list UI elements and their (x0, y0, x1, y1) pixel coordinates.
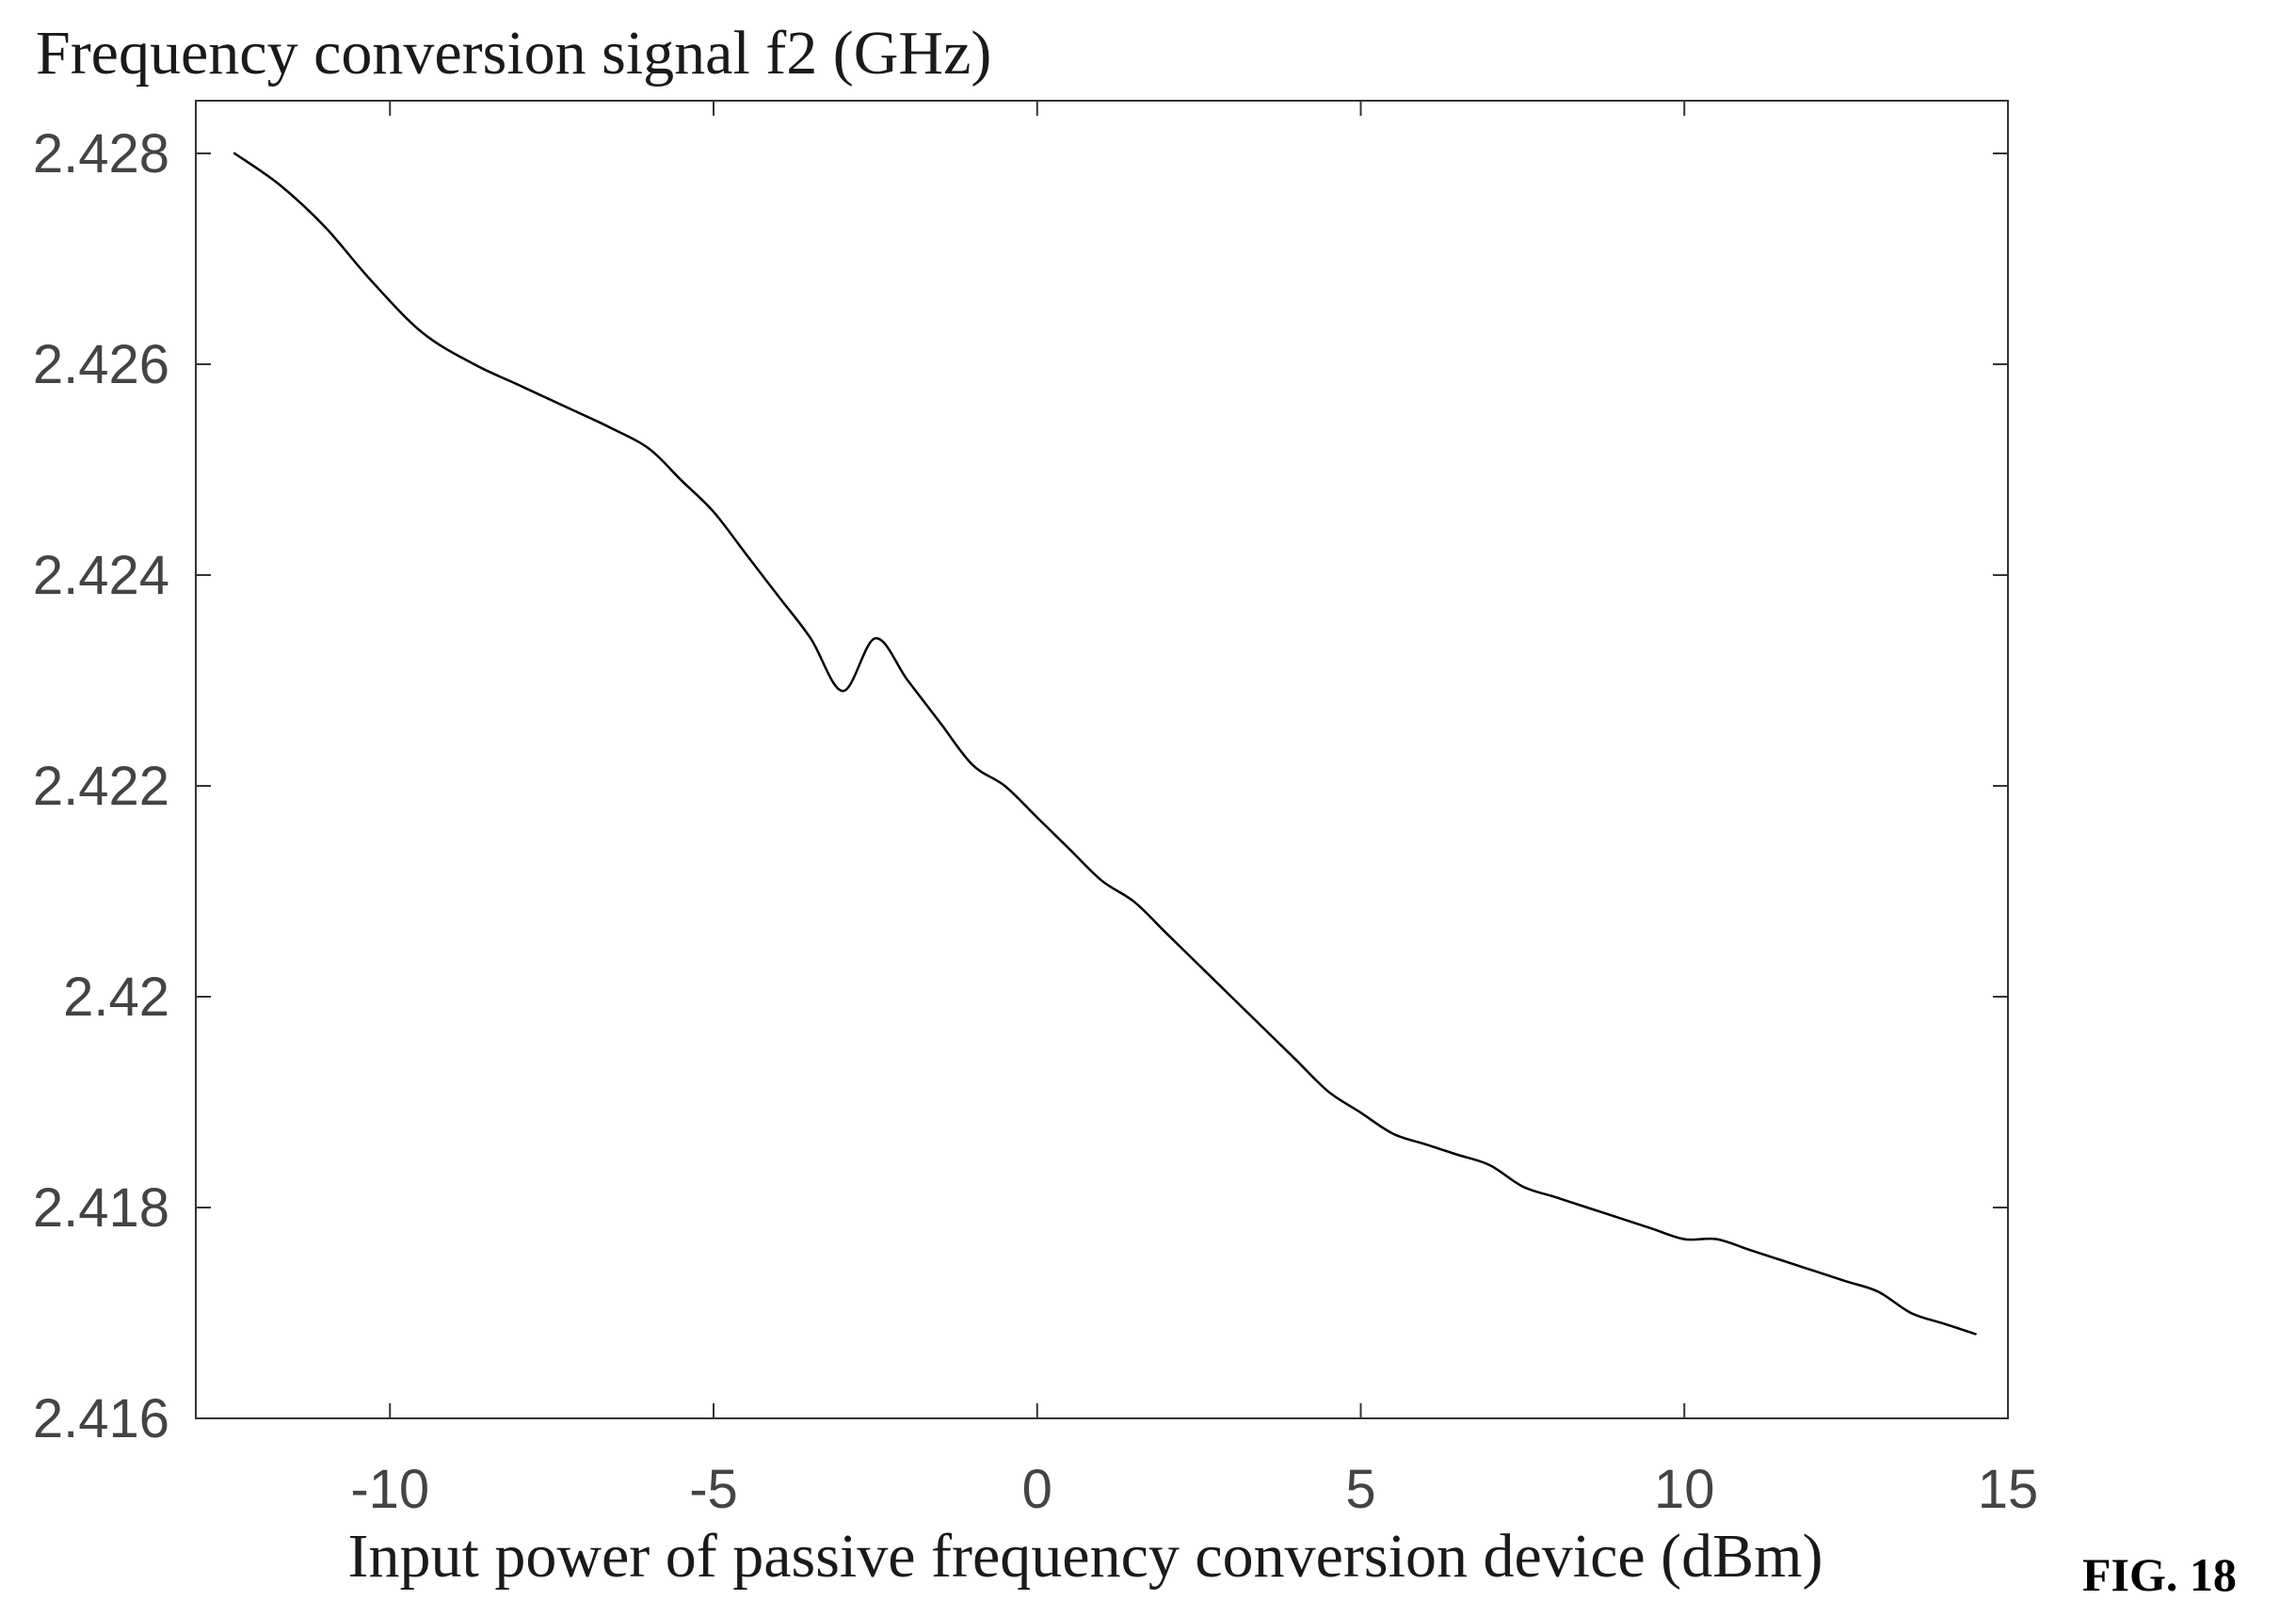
y-tick-label: 2.422 (33, 756, 169, 817)
figure-label: FIG. 18 (2082, 1548, 2237, 1601)
y-axis-label: Frequency conversion signal f2 (GHz) (36, 19, 991, 88)
x-tick-label: -5 (689, 1459, 738, 1520)
y-tick-label: 2.42 (63, 967, 169, 1028)
x-tick-label: 10 (1654, 1459, 1715, 1520)
x-tick-label: 15 (1978, 1459, 2039, 1520)
x-tick-label: 5 (1345, 1459, 1375, 1520)
x-axis-label: Input power of passive frequency convers… (348, 1522, 1823, 1591)
plot-frame (195, 100, 2009, 1419)
y-tick-label: 2.418 (33, 1177, 169, 1239)
x-tick-label: 0 (1022, 1459, 1052, 1520)
y-tick-label: 2.428 (33, 123, 169, 184)
x-tick-label: -10 (350, 1459, 429, 1520)
y-tick-label: 2.426 (33, 334, 169, 395)
series-line (233, 152, 1977, 1336)
axis-ticks (196, 101, 2009, 1419)
y-tick-label: 2.424 (33, 545, 169, 606)
y-tick-label: 2.416 (33, 1388, 169, 1449)
axis-tick-labels: -10 -5 0 5 10 15 2.416 2.418 2.42 2.422 2.424 2.426… (33, 123, 2038, 1520)
